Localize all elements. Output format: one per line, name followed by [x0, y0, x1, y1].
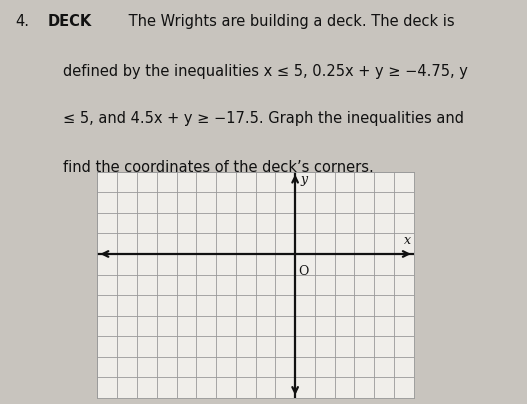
Text: O: O [298, 265, 308, 278]
Text: find the coordinates of the deck’s corners.: find the coordinates of the deck’s corne… [63, 160, 374, 175]
Text: defined by the inequalities x ≤ 5, 0.25x + y ≥ −4.75, y: defined by the inequalities x ≤ 5, 0.25x… [63, 64, 468, 79]
Text: DECK: DECK [47, 14, 92, 29]
Text: ≤ 5, and 4.5x + y ≥ −17.5. Graph the inequalities and: ≤ 5, and 4.5x + y ≥ −17.5. Graph the ine… [63, 111, 464, 126]
Text: x: x [404, 234, 411, 247]
Text: 4.: 4. [16, 14, 30, 29]
Text: y: y [300, 173, 307, 186]
Text: The Wrights are building a deck. The deck is: The Wrights are building a deck. The dec… [124, 14, 454, 29]
